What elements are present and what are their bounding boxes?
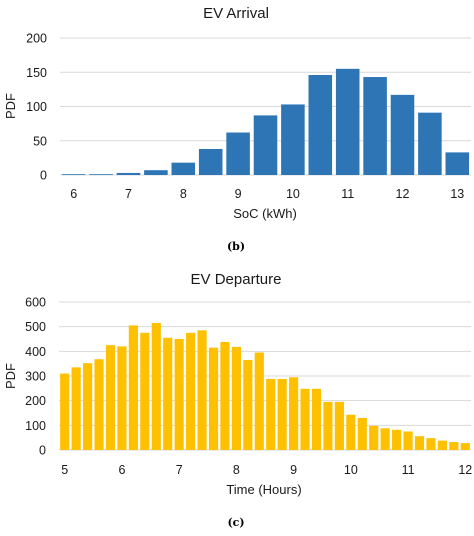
bar	[403, 431, 413, 450]
y-tick-label: 50	[33, 134, 47, 148]
bar	[198, 148, 223, 175]
bar	[140, 332, 150, 450]
bar	[445, 152, 470, 175]
x-tick-label: 6	[70, 187, 77, 201]
x-tick-labels: 5 6 7 8 9 10 11 12	[61, 463, 472, 477]
x-tick-label: 7	[176, 463, 183, 477]
bar-series	[61, 68, 470, 175]
bar	[151, 322, 161, 450]
bar	[335, 68, 360, 175]
bar	[323, 401, 333, 450]
y-tick-label: 500	[25, 320, 46, 334]
bar	[300, 388, 310, 450]
bar	[231, 346, 241, 450]
x-tick-label: 8	[233, 463, 240, 477]
bar	[61, 174, 86, 175]
figure-caption: (c)	[227, 516, 244, 529]
chart-title: EV Arrival	[203, 5, 269, 22]
bar	[197, 330, 207, 450]
y-axis-label: PDF	[3, 363, 18, 389]
y-tick-label: 200	[26, 32, 47, 46]
bar	[83, 363, 93, 450]
x-tick-labels: 6 7 8 9 10 11 12 13	[70, 187, 464, 201]
y-axis-label: PDF	[3, 93, 18, 119]
y-tick-label: 150	[26, 66, 47, 80]
y-tick-label: 0	[40, 169, 47, 183]
x-tick-label: 9	[290, 463, 297, 477]
y-tick-labels: 0 50 100 150 200	[26, 32, 47, 183]
bar	[171, 162, 196, 175]
x-tick-label: 10	[344, 463, 358, 477]
y-tick-labels: 0 100 200 300 400 500 600	[25, 296, 46, 458]
x-tick-label: 11	[402, 463, 415, 477]
bar	[369, 425, 379, 450]
x-tick-label: 8	[180, 187, 187, 201]
bar	[346, 414, 356, 450]
y-tick-label: 100	[26, 100, 47, 114]
bar	[186, 332, 196, 450]
bar	[357, 417, 367, 450]
bar	[163, 337, 173, 450]
y-gridlines	[59, 301, 471, 451]
bar	[281, 104, 305, 175]
y-tick-label: 400	[25, 345, 46, 359]
bar	[254, 352, 264, 450]
bar	[208, 347, 219, 450]
x-tick-label: 12	[396, 187, 410, 201]
bar	[94, 359, 104, 450]
y-tick-label: 0	[39, 444, 46, 458]
y-tick-label: 100	[25, 419, 46, 433]
x-tick-label: 12	[458, 463, 472, 477]
x-axis-label: Time (Hours)	[226, 482, 301, 497]
y-tick-label: 300	[25, 370, 46, 384]
bar	[226, 132, 250, 175]
bar	[308, 74, 333, 175]
bar	[243, 359, 253, 450]
bar	[334, 401, 344, 450]
bar	[311, 388, 322, 450]
bar	[60, 373, 70, 450]
x-tick-label: 9	[235, 187, 242, 201]
bar	[390, 94, 415, 175]
x-axis-label: SoC (kWh)	[233, 206, 297, 221]
bar	[418, 112, 442, 175]
x-tick-label: 5	[61, 463, 68, 477]
bar	[414, 436, 425, 450]
bar	[392, 429, 402, 450]
bar	[220, 341, 230, 450]
bar	[128, 325, 138, 450]
bar	[144, 170, 168, 175]
bar	[289, 377, 299, 450]
chart-title: EV Departure	[191, 271, 282, 288]
y-tick-label: 600	[25, 296, 46, 310]
x-tick-label: 7	[125, 187, 132, 201]
bar	[266, 378, 276, 450]
bar	[437, 440, 447, 450]
x-tick-label: 13	[450, 187, 464, 201]
bar	[426, 438, 436, 450]
y-tick-label: 200	[25, 394, 46, 408]
bar-series	[60, 322, 470, 450]
x-tick-label: 10	[286, 187, 300, 201]
ev-departure-chart: EV Departure 0 100 200 300 400 500 600 5 6 7 8 9 10…	[3, 271, 472, 529]
bar	[71, 367, 81, 450]
bar	[253, 115, 278, 175]
bar	[363, 77, 387, 175]
bar	[174, 339, 184, 450]
bar	[116, 172, 141, 175]
bar	[117, 346, 127, 450]
bar	[105, 345, 116, 450]
bar	[277, 378, 287, 450]
bar	[89, 174, 113, 175]
x-tick-label: 6	[118, 463, 125, 477]
ev-arrival-chart: EV Arrival 0 50 100 150 200 6 7 8 9 10 11 12 13 PDF…	[3, 5, 471, 253]
x-tick-label: 11	[341, 187, 354, 201]
bar	[449, 442, 459, 450]
figure-caption: (b)	[227, 240, 245, 253]
bar	[460, 443, 470, 450]
bar	[380, 428, 390, 450]
